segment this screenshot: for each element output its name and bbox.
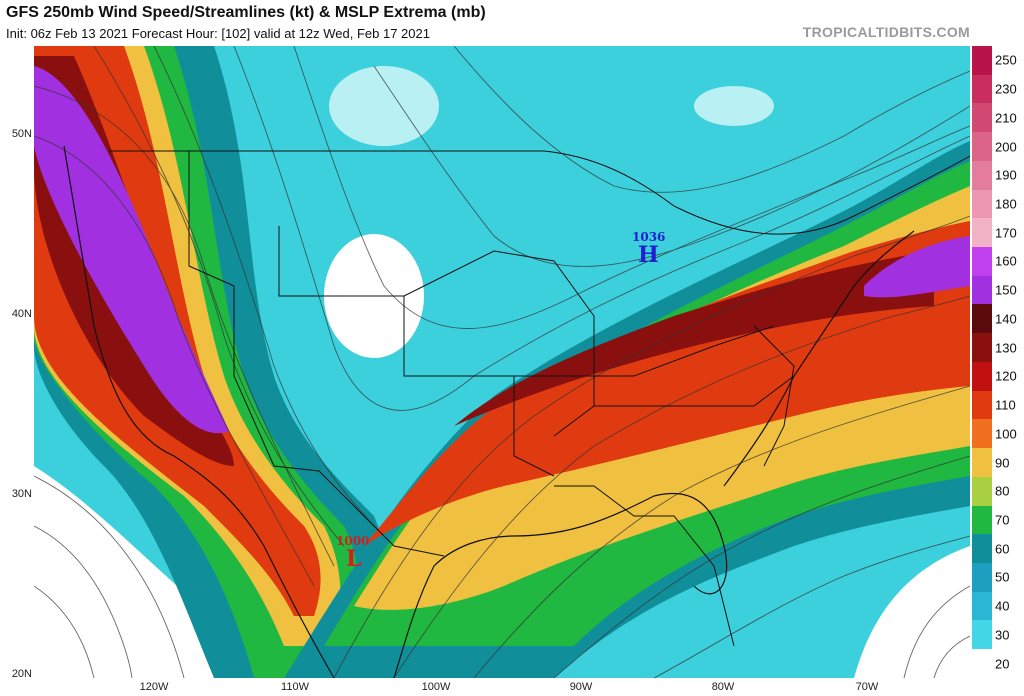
- jet-core-east: [454, 251, 934, 426]
- colorbar-tick-label: 80: [995, 483, 1010, 499]
- lat-label-50n: 50N: [11, 128, 32, 140]
- low-pressure-value: 1000: [336, 534, 370, 548]
- colorbar-swatch: [972, 189, 992, 219]
- colorbar-tick-label: 140: [995, 311, 1017, 327]
- political-boundaries: [109, 150, 970, 647]
- colorbar-tick-label: 190: [995, 167, 1017, 183]
- colorbar-swatch: [972, 620, 992, 650]
- colorbar-tick-label: 100: [995, 426, 1017, 442]
- colorbar-swatch: [972, 247, 992, 276]
- colorbar-tick-label: 70: [995, 512, 1010, 528]
- colorbar: [972, 46, 992, 678]
- colorbar-tick-label: 40: [995, 598, 1010, 614]
- coastlines: [63, 145, 915, 678]
- colorbar-swatch: [972, 218, 992, 248]
- colorbar-tick-label: 250: [995, 52, 1017, 68]
- map-subtitle: Init: 06z Feb 13 2021 Forecast Hour: [10…: [6, 26, 430, 41]
- jet-max-west: [34, 66, 229, 434]
- colorbar-tick-label: 170: [995, 225, 1017, 241]
- streamlines: [34, 46, 970, 678]
- colorbar-tick-label: 120: [995, 368, 1017, 384]
- lat-label-30n: 30N: [11, 488, 32, 500]
- colorbar-swatch: [972, 132, 992, 161]
- lat-label-20n: 20N: [11, 668, 32, 680]
- colorbar-swatch: [972, 534, 992, 563]
- colorbar-tick-label: 200: [995, 139, 1017, 155]
- high-pressure-marker: H: [638, 242, 659, 268]
- colorbar-swatch: [972, 103, 992, 133]
- colorbar-labels: 250 230 210 200 190 180 170 160 150 140 130 120 110 1…: [995, 46, 1024, 678]
- colorbar-swatch: [972, 304, 992, 334]
- colorbar-swatch: [972, 419, 992, 449]
- colorbar-tick-label: 160: [995, 253, 1017, 269]
- lon-label-100w: 100W: [421, 681, 451, 693]
- colorbar-swatch: [972, 74, 992, 104]
- colorbar-tick-label: 90: [995, 455, 1010, 471]
- lat-label-40n: 40N: [11, 308, 32, 320]
- lon-label-90w: 90W: [569, 681, 593, 693]
- colorbar-swatch: [972, 275, 992, 305]
- calm-zone-southeast: [854, 546, 970, 678]
- colorbar-swatch: [972, 361, 992, 391]
- colorbar-swatch: [972, 649, 992, 678]
- calm-zone-southwest: [34, 466, 294, 678]
- colorbar-tick-label: 210: [995, 110, 1017, 126]
- map-title: GFS 250mb Wind Speed/Streamlines (kt) & …: [6, 4, 486, 21]
- colorbar-swatch: [972, 505, 992, 535]
- colorbar-swatch: [972, 333, 992, 362]
- colorbar-swatch: [972, 46, 992, 75]
- colorbar-swatch: [972, 160, 992, 190]
- colorbar-tick-label: 30: [995, 627, 1010, 643]
- colorbar-swatch: [972, 591, 992, 621]
- colorbar-tick-label: 60: [995, 541, 1010, 557]
- colorbar-tick-label: 150: [995, 282, 1017, 298]
- colorbar-tick-label: 230: [995, 81, 1017, 97]
- lon-label-70w: 70W: [855, 681, 879, 693]
- lon-label-110w: 110W: [281, 681, 309, 693]
- colorbar-swatch: [972, 448, 992, 477]
- colorbar-tick-label: 20: [995, 656, 1010, 672]
- colorbar-swatch: [972, 476, 992, 506]
- map-canvas: [34, 46, 970, 678]
- colorbar-tick-label: 180: [995, 196, 1017, 212]
- colorbar-swatch: [972, 390, 992, 420]
- lon-label-80w: 80W: [711, 681, 735, 693]
- lon-label-120w: 120W: [139, 681, 169, 693]
- jet-max-east: [864, 236, 970, 298]
- calm-zone-canada: [329, 66, 439, 146]
- brand-watermark: TROPICALTIDBITS.COM: [802, 24, 970, 40]
- colorbar-tick-label: 110: [995, 397, 1016, 413]
- low-pressure-marker: L: [346, 546, 362, 572]
- colorbar-tick-label: 50: [995, 569, 1010, 585]
- colorbar-tick-label: 130: [995, 340, 1017, 356]
- wind-speed-map: 1036 H 1000 L: [34, 46, 970, 678]
- high-pressure-value: 1036: [632, 230, 666, 244]
- colorbar-swatch: [972, 562, 992, 592]
- calm-zone-north: [694, 86, 774, 126]
